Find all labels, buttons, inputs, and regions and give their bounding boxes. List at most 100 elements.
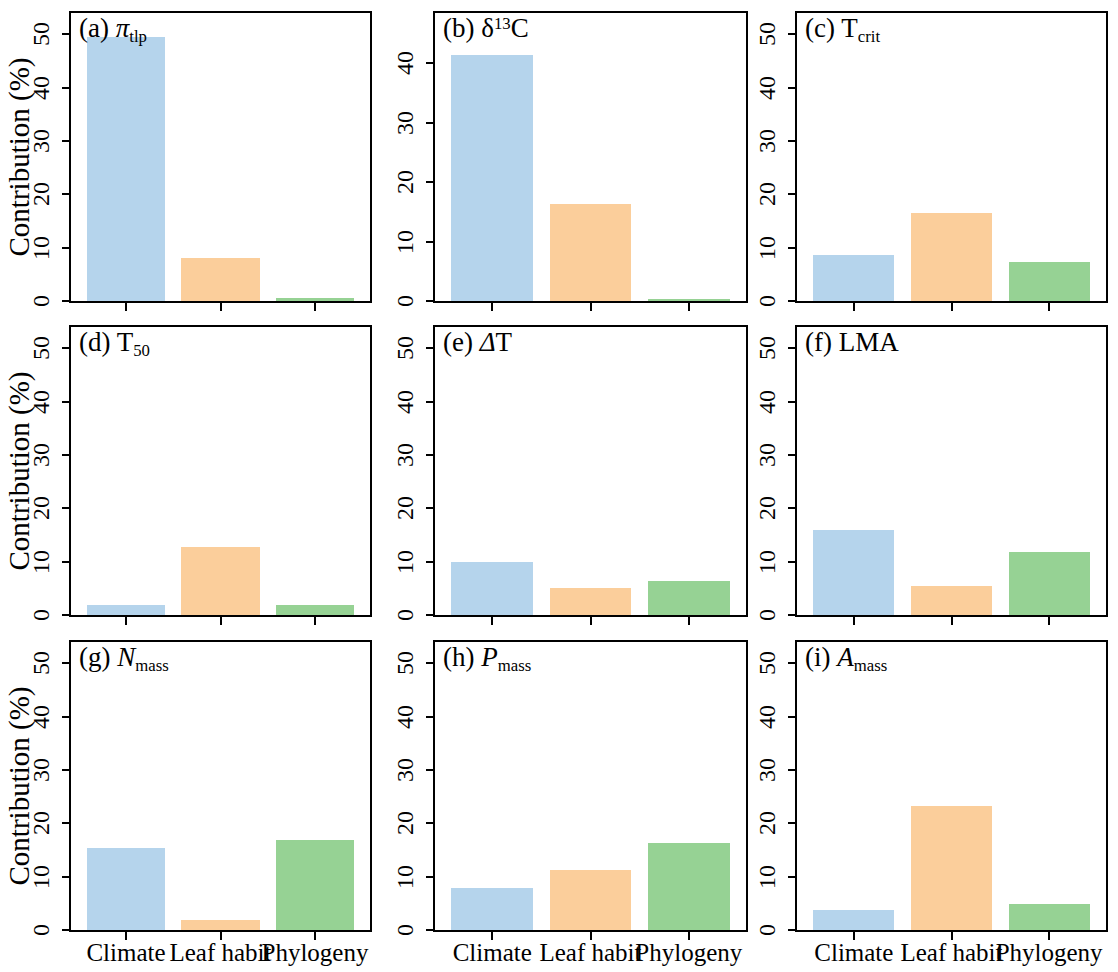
panel-i: (i) Amass01020304050ClimateLeaf habitPhy… (748, 640, 1118, 972)
bar-g-phylogeny (276, 840, 355, 930)
trait-segment-d-0: T (117, 327, 134, 357)
bar-d-climate (87, 605, 166, 615)
y-tick-label-c-10: 10 (755, 230, 779, 266)
y-tick-label-i-20: 20 (755, 805, 779, 841)
panel-title-c: (c) Tcrit (805, 13, 880, 44)
trait-segment-i-0: A (837, 642, 854, 672)
y-axis-title: Contribution (%) (2, 11, 36, 303)
panel-title-e: (e) ΔT (443, 327, 512, 358)
panel-tag-b: (b) (443, 13, 481, 43)
y-tick-b-30 (426, 122, 435, 124)
panel-title-b: (b) δ13C (443, 13, 529, 44)
y-tick-i-40 (788, 716, 797, 718)
y-tick-label-h-20: 20 (393, 805, 417, 841)
y-tick-label-b-0: 0 (393, 283, 417, 319)
panel-title-a: (a) πtlp (79, 13, 147, 44)
trait-segment-h-1: mass (498, 656, 531, 675)
bar-a-climate (87, 37, 166, 301)
bar-a-phylogeny (276, 298, 355, 301)
trait-segment-a-1: tlp (129, 27, 147, 46)
y-tick-i-20 (788, 822, 797, 824)
trait-segment-g-0: N (117, 642, 135, 672)
y-tick-label-e-50: 50 (393, 330, 417, 366)
x-tick-a-climate (125, 301, 127, 311)
y-tick-label-c-50: 50 (755, 16, 779, 52)
trait-segment-c-0: T (841, 13, 858, 43)
y-tick-d-20 (62, 507, 71, 509)
y-tick-label-f-10: 10 (755, 544, 779, 580)
bar-a-leaf-habit (181, 258, 260, 301)
y-tick-label-e-20: 20 (393, 490, 417, 526)
y-tick-g-40 (62, 716, 71, 718)
bar-h-climate (451, 888, 533, 930)
y-axis-title: Contribution (%) (2, 325, 36, 617)
panel-title-d: (d) T50 (79, 327, 150, 358)
y-tick-a-20 (62, 193, 71, 195)
y-tick-g-0 (62, 929, 71, 931)
panel-tag-d: (d) (79, 327, 117, 357)
panel-c: (c) Tcrit01020304050 (748, 0, 1118, 325)
panel-h: (h) Pmass01020304050ClimateLeaf habitPhy… (372, 640, 748, 972)
bar-c-climate (813, 255, 894, 301)
x-tick-f-phylogeny (1048, 615, 1050, 625)
x-category-label-climate: Climate (814, 939, 893, 967)
y-tick-f-50 (788, 347, 797, 349)
x-category-label-leaf-habit: Leaf habit (539, 939, 641, 967)
y-tick-f-10 (788, 561, 797, 563)
bar-b-climate (451, 55, 533, 301)
y-tick-e-40 (426, 401, 435, 403)
plot-area-e: (e) ΔT01020304050 (433, 325, 748, 617)
y-tick-label-e-10: 10 (393, 544, 417, 580)
y-tick-i-0 (788, 929, 797, 931)
x-category-label-leaf-habit: Leaf habit (169, 939, 271, 967)
y-tick-g-30 (62, 769, 71, 771)
trait-segment-b-0: δ (481, 13, 494, 43)
bar-g-climate (87, 848, 166, 930)
x-tick-e-climate (491, 615, 493, 625)
bar-i-phylogeny (1009, 904, 1090, 930)
y-tick-f-40 (788, 401, 797, 403)
y-tick-a-10 (62, 247, 71, 249)
trait-segment-e-1: T (496, 327, 513, 357)
panel-title-i: (i) Amass (805, 642, 887, 673)
x-category-label-leaf-habit: Leaf habit (900, 939, 1002, 967)
bar-h-leaf-habit (550, 870, 632, 930)
panel-d: (d) T5001020304050Contribution (%) (0, 325, 372, 640)
y-tick-c-10 (788, 247, 797, 249)
trait-segment-c-1: crit (858, 27, 880, 46)
y-tick-a-50 (62, 33, 71, 35)
y-tick-label-i-50: 50 (755, 645, 779, 681)
bar-c-phylogeny (1009, 262, 1090, 301)
bar-f-climate (813, 530, 894, 615)
y-tick-h-0 (426, 929, 435, 931)
y-tick-label-h-0: 0 (393, 912, 417, 948)
y-tick-h-30 (426, 769, 435, 771)
y-tick-g-10 (62, 876, 71, 878)
x-tick-f-leaf-habit (951, 615, 953, 625)
x-category-label-phylogeny: Phylogeny (996, 939, 1103, 967)
panel-g: (g) Nmass01020304050ClimateLeaf habitPhy… (0, 640, 372, 972)
trait-segment-b-2: C (511, 13, 529, 43)
x-category-label-climate: Climate (86, 939, 165, 967)
panel-tag-a: (a) (79, 13, 116, 43)
plot-area-h: (h) Pmass01020304050ClimateLeaf habitPhy… (433, 640, 748, 932)
bar-h-phylogeny (648, 843, 730, 930)
y-tick-f-30 (788, 454, 797, 456)
bar-e-leaf-habit (550, 588, 632, 615)
y-tick-e-0 (426, 614, 435, 616)
y-tick-label-f-40: 40 (755, 384, 779, 420)
x-tick-e-leaf-habit (590, 615, 592, 625)
y-tick-c-40 (788, 87, 797, 89)
y-tick-label-h-50: 50 (393, 645, 417, 681)
bar-d-phylogeny (276, 605, 355, 615)
y-tick-b-20 (426, 181, 435, 183)
x-tick-b-climate (491, 301, 493, 311)
y-tick-f-20 (788, 507, 797, 509)
x-tick-c-leaf-habit (951, 301, 953, 311)
y-tick-d-30 (62, 454, 71, 456)
bar-b-phylogeny (648, 299, 730, 301)
trait-segment-h-0: P (481, 642, 498, 672)
y-tick-i-10 (788, 876, 797, 878)
y-tick-b-40 (426, 62, 435, 64)
bar-e-climate (451, 562, 533, 615)
